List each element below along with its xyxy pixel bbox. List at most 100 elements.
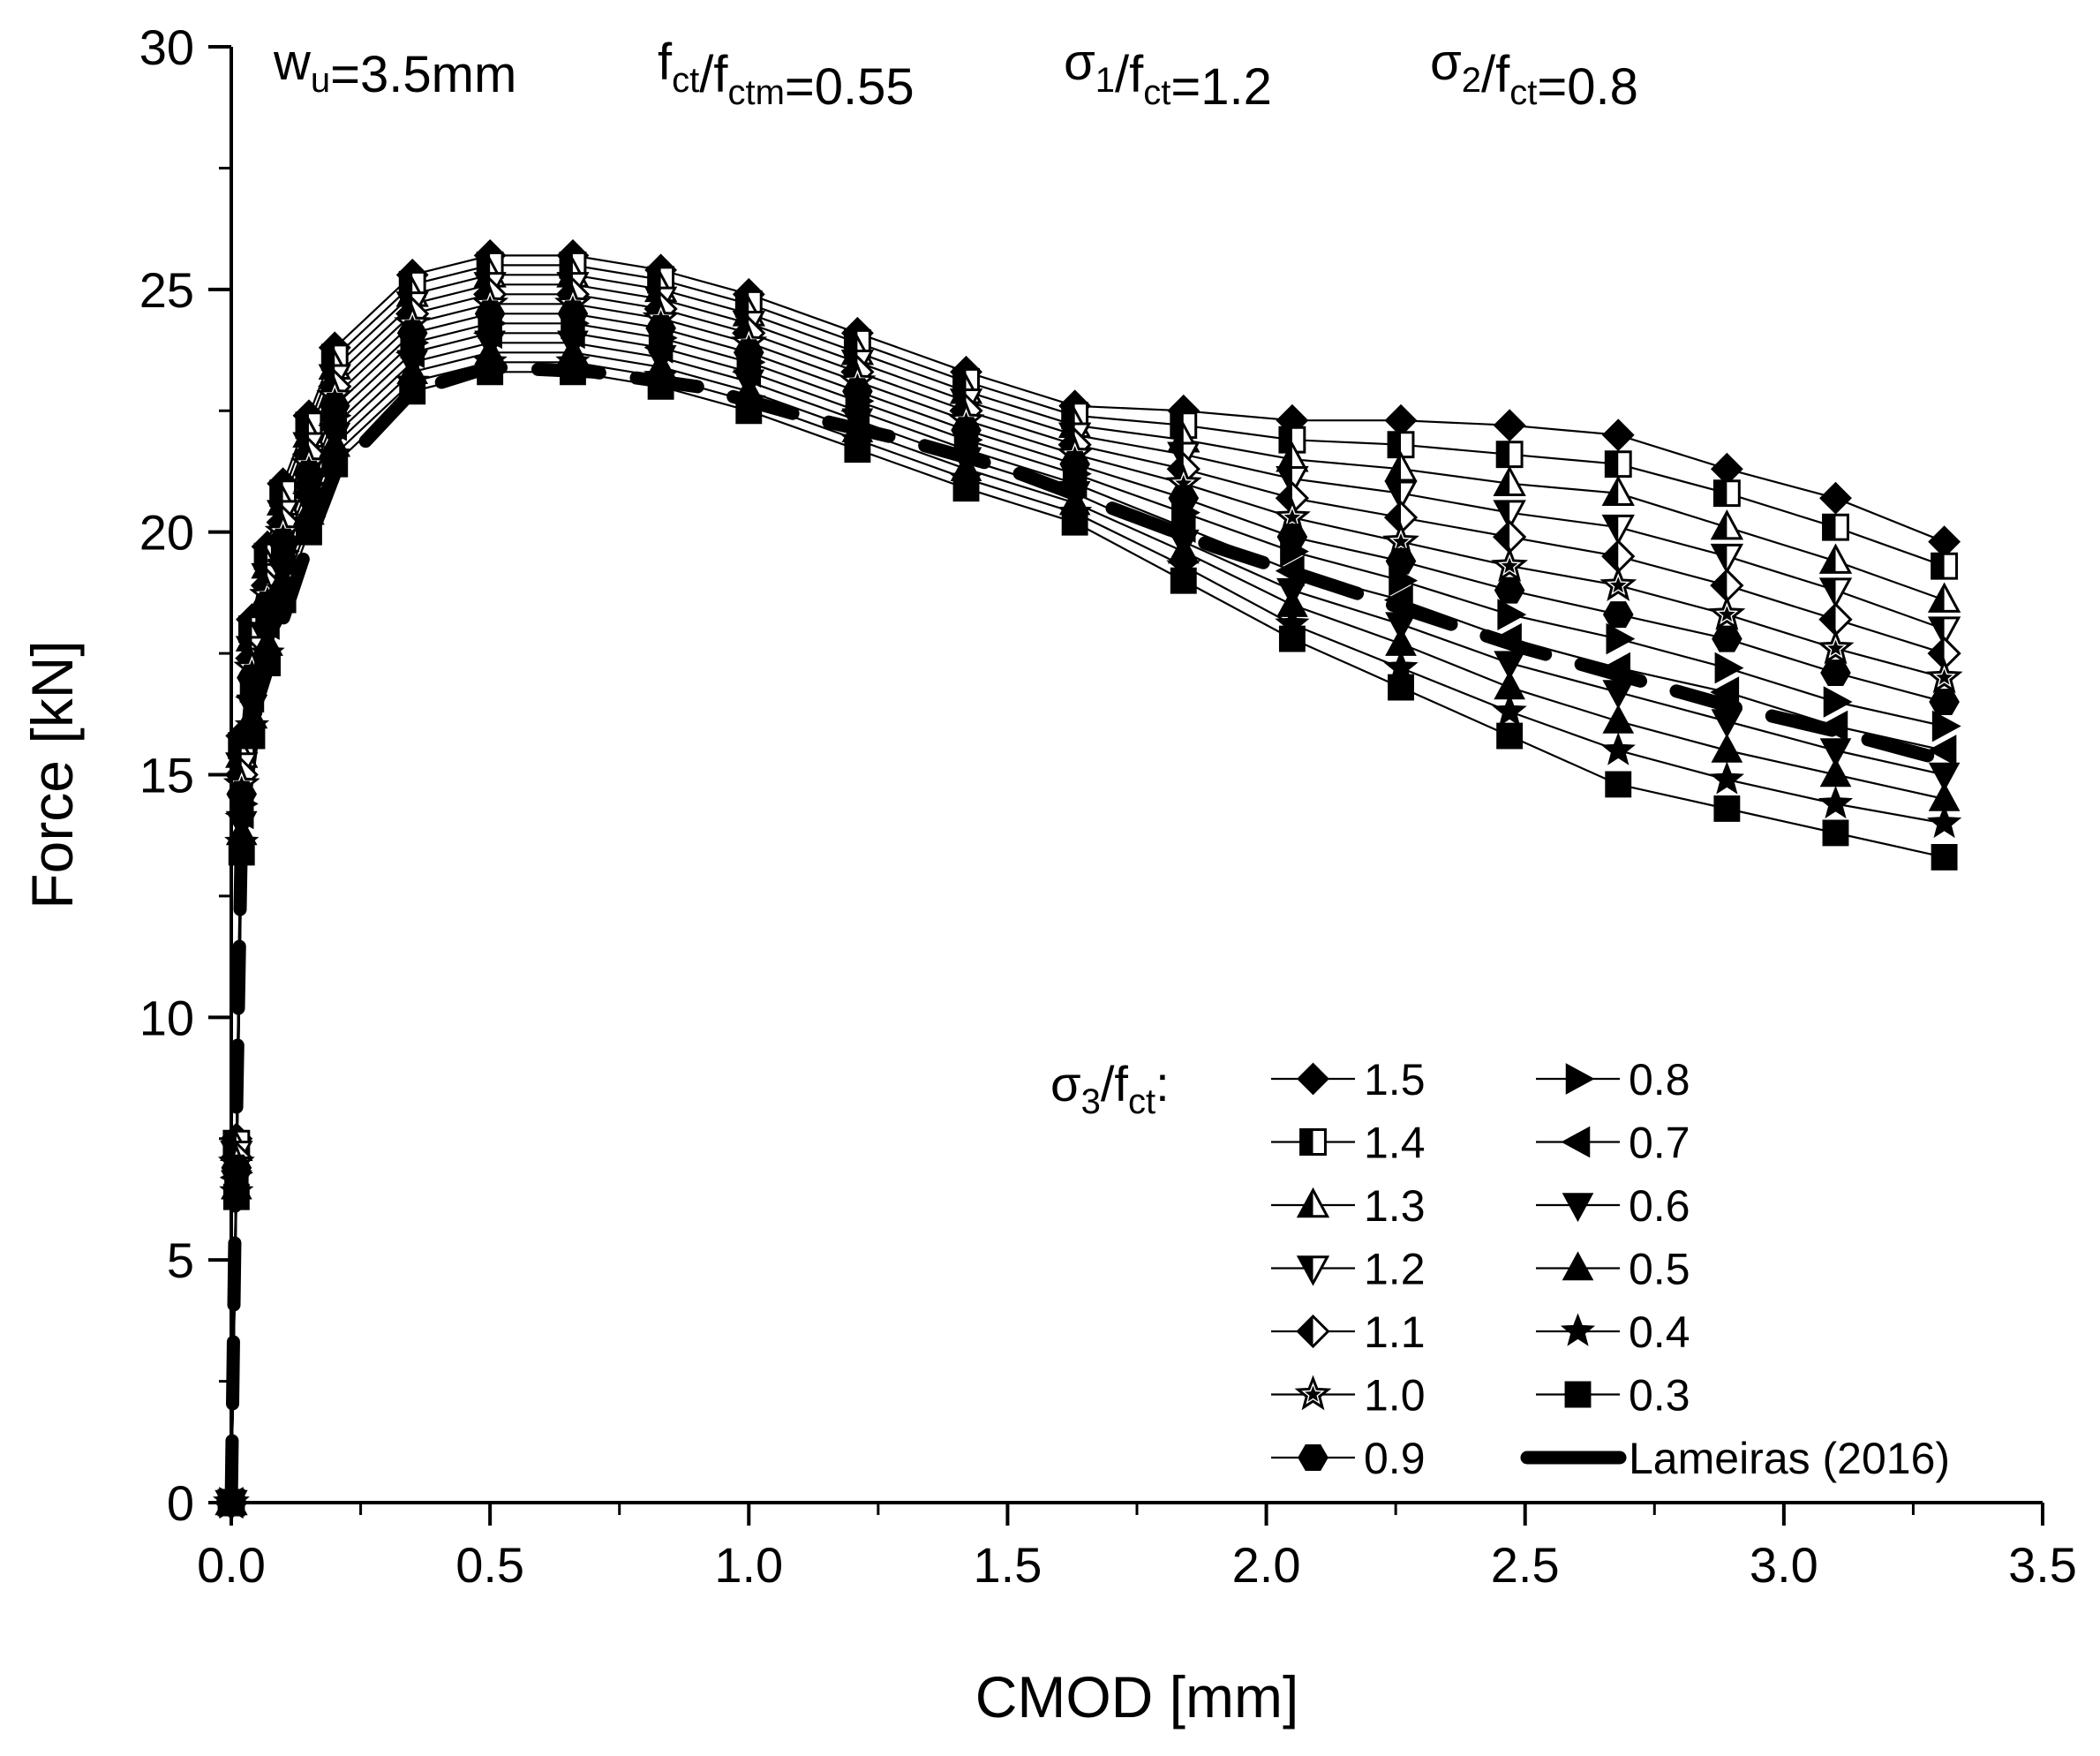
point-1.5-19 — [1493, 409, 1526, 442]
point-1.3-17-half — [1277, 444, 1292, 471]
point-0.3-21 — [1713, 795, 1741, 822]
point-0.4-21-shape — [1709, 761, 1744, 795]
y-axis-title: Force [kN] — [19, 640, 85, 908]
point-0.3-4 — [254, 650, 281, 677]
point-1.2-18-half — [1386, 481, 1402, 509]
point-0.7-20-shape — [1601, 652, 1630, 684]
x-tick-label: 2.0 — [1232, 1537, 1301, 1593]
point-0.8-22-shape — [1823, 686, 1853, 718]
param-base: σ — [1064, 34, 1095, 91]
param-sub2: ctm — [727, 73, 784, 112]
legend-marker-0.9 — [1298, 1444, 1328, 1471]
legend-item-0.4: 0.4 — [1536, 1308, 1690, 1357]
point-0.4-19-shape — [1492, 693, 1527, 727]
point-1.4-22 — [1822, 513, 1849, 541]
point-1.5-20 — [1601, 418, 1635, 452]
point-0.3-18-shape — [1388, 674, 1414, 701]
legend-marker-0.6-shape — [1562, 1193, 1594, 1223]
point-1.5-22-shape — [1819, 481, 1852, 515]
point-1.2-7-half — [320, 366, 335, 392]
point-0.3-17-shape — [1278, 625, 1306, 652]
point-0.5-20 — [1602, 704, 1635, 734]
point-1.4-21-half — [1714, 480, 1727, 506]
point-0.7-22 — [1818, 710, 1848, 742]
legend-marker-1.5-shape — [1297, 1062, 1329, 1096]
point-1.0-20-inner — [1609, 577, 1627, 593]
point-0.3-1 — [222, 1183, 250, 1210]
point-1.3-22-half — [1821, 546, 1836, 573]
point-1.2-20 — [1601, 514, 1635, 546]
point-0.6-18 — [1385, 612, 1417, 642]
point-1.0-22 — [1817, 629, 1855, 665]
point-1.2-3-half — [237, 637, 252, 664]
point-0.3-12 — [735, 397, 763, 425]
point-1.5-23-shape — [1928, 525, 1961, 559]
point-1.4-19 — [1495, 441, 1524, 469]
point-1.3-21 — [1710, 509, 1744, 540]
point-0.3-10 — [560, 358, 586, 386]
point-0.8-19-shape — [1497, 599, 1527, 630]
point-0.9-22-shape — [1820, 659, 1851, 687]
y-tick-label: 20 — [139, 505, 194, 561]
legend-marker-0.8-shape — [1565, 1063, 1595, 1095]
point-0.5-20-shape — [1602, 704, 1635, 734]
point-0.3-3-shape — [238, 722, 266, 750]
point-1.0-20 — [1599, 566, 1637, 601]
legend-marker-1.2 — [1296, 1255, 1330, 1286]
legend-marker-1.4-half — [1300, 1129, 1313, 1155]
legend-label: 0.9 — [1364, 1434, 1426, 1483]
point-0.7-19-shape — [1493, 622, 1522, 655]
legend-label: 1.4 — [1364, 1119, 1426, 1168]
legend-item-1.2: 1.2 — [1271, 1245, 1426, 1294]
point-0.3-17 — [1278, 625, 1306, 652]
point-0.3-1-shape — [222, 1183, 250, 1210]
legend-label: 1.5 — [1364, 1055, 1426, 1104]
param-base: σ — [1430, 34, 1462, 91]
param-base2: /f — [699, 46, 728, 103]
x-tick-label: 0.5 — [455, 1537, 524, 1593]
point-1.2-6-half — [294, 433, 309, 460]
param-sub2: ct — [1509, 73, 1537, 112]
point-0.3-13-shape — [844, 436, 871, 463]
legend-title-part: : — [1155, 1056, 1170, 1112]
point-1.0-23-inner — [1936, 668, 1953, 685]
legend-item-1.0: 1.0 — [1271, 1371, 1426, 1421]
point-0.3-13 — [844, 436, 871, 463]
point-0.3-14-shape — [952, 475, 980, 502]
point-0.7-22-shape — [1818, 710, 1848, 742]
y-tick-label: 30 — [139, 19, 194, 75]
parameter-text-1: fct/fctm=0.55 — [658, 34, 915, 116]
point-0.9-21 — [1712, 625, 1742, 652]
x-tick-label: 1.0 — [714, 1537, 783, 1593]
legend-item-0.6: 0.6 — [1536, 1181, 1690, 1231]
point-0.3-14 — [952, 475, 980, 502]
legend-label: 1.0 — [1364, 1371, 1426, 1421]
point-0.3-23-shape — [1931, 844, 1958, 870]
point-1.4-23 — [1931, 552, 1959, 580]
point-0.3-15-shape — [1061, 509, 1088, 536]
point-0.9-19 — [1494, 577, 1525, 604]
x-tick-label: 2.5 — [1491, 1537, 1560, 1593]
point-1.3-20-half — [1604, 478, 1619, 505]
legend-marker-1.0 — [1294, 1375, 1332, 1411]
legend-item-0.7: 0.7 — [1536, 1119, 1690, 1168]
param-value: =3.5mm — [330, 46, 516, 103]
point-1.3-23 — [1927, 582, 1961, 613]
legend-label: 0.7 — [1629, 1119, 1690, 1168]
point-0.3-16 — [1170, 567, 1197, 594]
y-tick-label: 15 — [139, 748, 194, 803]
point-0.7-17 — [1275, 554, 1305, 587]
point-0.6-20 — [1602, 680, 1635, 710]
legend-title: σ3/fct: — [1050, 1056, 1170, 1121]
parameter-text-2: σ1/fct=1.2 — [1064, 34, 1272, 116]
point-0.6-23 — [1928, 762, 1961, 792]
point-0.3-9-shape — [477, 358, 504, 386]
legend-label: 1.2 — [1364, 1245, 1426, 1294]
point-0.4-19 — [1492, 693, 1527, 727]
param-value: =0.55 — [785, 58, 915, 116]
point-1.2-22-half — [1821, 578, 1836, 606]
point-0.9-23-shape — [1929, 689, 1960, 716]
param-sub: u — [311, 61, 330, 100]
legend-item-0.9: 0.9 — [1271, 1434, 1426, 1483]
